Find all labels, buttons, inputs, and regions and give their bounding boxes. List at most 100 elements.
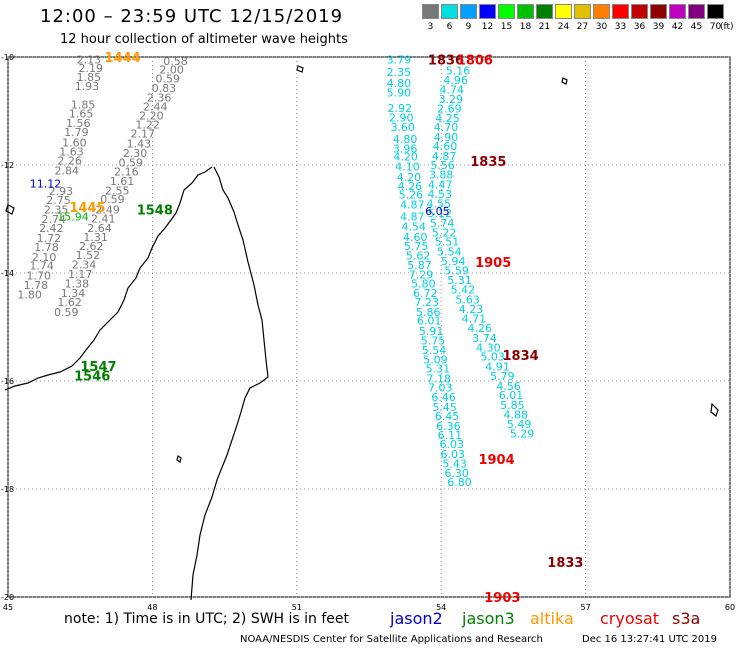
- wave-height-value: 4.87: [400, 198, 425, 211]
- legend-label-24: 24: [557, 22, 570, 32]
- footer-credit: NOAA/NESDIS Center for Satellite Applica…: [240, 634, 543, 645]
- legend-label-36: 36: [633, 22, 646, 32]
- map-subtitle: 12 hour collection of altimeter wave hei…: [60, 32, 348, 47]
- wave-height-value: 5.09: [423, 353, 448, 366]
- wave-height-value: 1.72: [37, 232, 62, 245]
- legend-label-70: 70: [709, 22, 722, 32]
- legend-swatch-27: [574, 4, 591, 19]
- lon-tick-label: 51: [292, 603, 302, 612]
- wave-height-value: 1.31: [83, 231, 108, 244]
- lat-tick-label: -10: [1, 53, 14, 62]
- wave-height-value: 2.19: [79, 62, 104, 75]
- wave-height-value: 5.54: [422, 344, 447, 357]
- s3a-track: 5.164.964.743.292.694.254.704.904.604.87…: [427, 65, 535, 441]
- wave-height-value: 2.64: [87, 222, 112, 235]
- islet-2: [561, 77, 568, 85]
- wave-height-value: 4.26: [398, 180, 423, 193]
- pass-time-label: 1834: [503, 349, 539, 364]
- pass-time-label: 1905: [475, 256, 511, 271]
- pass-time-label: 1444: [104, 51, 140, 66]
- wave-height-value: 6.01: [417, 315, 442, 328]
- lon-tick-label: 54: [436, 603, 446, 612]
- wave-height-value: 2.93: [49, 185, 74, 198]
- wave-height-value: 2.74: [41, 213, 66, 226]
- wave-height-value: 2.44: [143, 101, 168, 114]
- wave-height-value: 4.47: [428, 178, 453, 191]
- wave-height-value: 4.56: [496, 380, 521, 393]
- wave-height-value: 4.90: [434, 131, 459, 144]
- wave-height-value: 1.78: [24, 279, 49, 292]
- wave-height-value: 2.84: [54, 164, 79, 177]
- wave-height-value: 6.03: [441, 448, 466, 461]
- wave-height-value: 1.17: [68, 268, 93, 281]
- legend-swatch-33: [612, 4, 629, 19]
- legend-label-21: 21: [538, 22, 551, 32]
- wave-height-value: 6.01: [499, 389, 524, 402]
- wave-height-value: 5.94: [441, 255, 466, 268]
- wave-height-value: 4.71: [462, 312, 487, 325]
- wave-height-value: 2.69: [437, 102, 462, 115]
- wave-height-value: 6.80: [447, 476, 472, 489]
- legend-unit: (ft): [720, 22, 734, 32]
- wave-height-value: 2.49: [95, 203, 120, 216]
- altika-west: 2.132.191.851.931.851.651.561.791.601.63…: [17, 54, 103, 302]
- wave-height-value: 3.79: [387, 54, 412, 67]
- wave-height-value: 2.13: [77, 54, 102, 67]
- legend-swatch-24: [555, 4, 572, 19]
- wave-height-value: 7.18: [427, 372, 452, 385]
- lat-tick-label: -14: [1, 269, 14, 278]
- wave-height-value: 6.11: [438, 429, 463, 442]
- pass-time-label: 1445: [69, 201, 105, 216]
- wave-height-value: 2.34: [72, 258, 97, 271]
- lon-tick-label: 48: [147, 603, 157, 612]
- wave-height-value: 6.72: [413, 287, 438, 300]
- wave-height-value: 4.74: [440, 83, 465, 96]
- pass-time-label: 1806: [457, 54, 493, 69]
- islet-5: [176, 455, 182, 463]
- wave-height-value: 15.94: [57, 210, 89, 223]
- wave-height-value: 3.74: [472, 332, 497, 345]
- legend-swatch-3: [422, 4, 439, 19]
- lon-tick-label: 45: [3, 603, 13, 612]
- wave-height-value: 2.10: [32, 251, 57, 264]
- wave-height-value: 5.90: [387, 87, 412, 100]
- coastline: [4, 65, 719, 601]
- wave-height-value: 2.92: [388, 102, 413, 115]
- wave-height-value: 4.55: [427, 197, 452, 210]
- wave-height-value: 1.62: [57, 296, 82, 309]
- wave-height-value: 2.30: [123, 147, 148, 160]
- map-title: 12:00 – 23:59 UTC 12/15/2019: [40, 6, 344, 27]
- lat-tick-label: -18: [1, 485, 14, 494]
- wave-height-value: 3.96: [393, 142, 418, 155]
- legend-label-12: 12: [481, 22, 494, 32]
- legend-swatch-70: [707, 4, 724, 19]
- wave-height-value: 4.25: [435, 112, 460, 125]
- pass-time-label: 1904: [478, 453, 514, 468]
- legend-swatch-42: [669, 4, 686, 19]
- wave-height-value: 0.59: [156, 73, 181, 86]
- wave-height-value: 5.75: [404, 240, 429, 253]
- wave-height-value: 1.65: [69, 108, 94, 121]
- wave-height-value: 0.59: [100, 193, 125, 206]
- wave-height-value: 5.12: [428, 207, 453, 220]
- jason2-track: 11.12 6.05: [30, 177, 450, 218]
- satellite-jason3: jason3: [462, 609, 515, 628]
- wave-height-value: 2.55: [105, 184, 130, 197]
- wave-height-value: 4.23: [459, 303, 484, 316]
- wave-height-value: 1.38: [65, 277, 90, 290]
- wave-height-value: 5.16: [446, 65, 471, 78]
- wave-height-value: 1.70: [27, 270, 52, 283]
- wave-height-value: 2.16: [114, 165, 139, 178]
- wave-height-value: 1.22: [135, 119, 160, 132]
- wave-height-value: 2.26: [57, 155, 82, 168]
- wave-height-value: 6.30: [444, 467, 469, 480]
- legend-label-33: 33: [614, 22, 627, 32]
- wave-height-value: 5.29: [510, 427, 535, 440]
- wave-height-value: 4.80: [393, 133, 418, 146]
- legend-swatch-15: [498, 4, 515, 19]
- wave-height-value: 5.75: [421, 335, 446, 348]
- wave-height-value: 5.80: [411, 277, 436, 290]
- pass-time-label: 1547: [80, 360, 116, 375]
